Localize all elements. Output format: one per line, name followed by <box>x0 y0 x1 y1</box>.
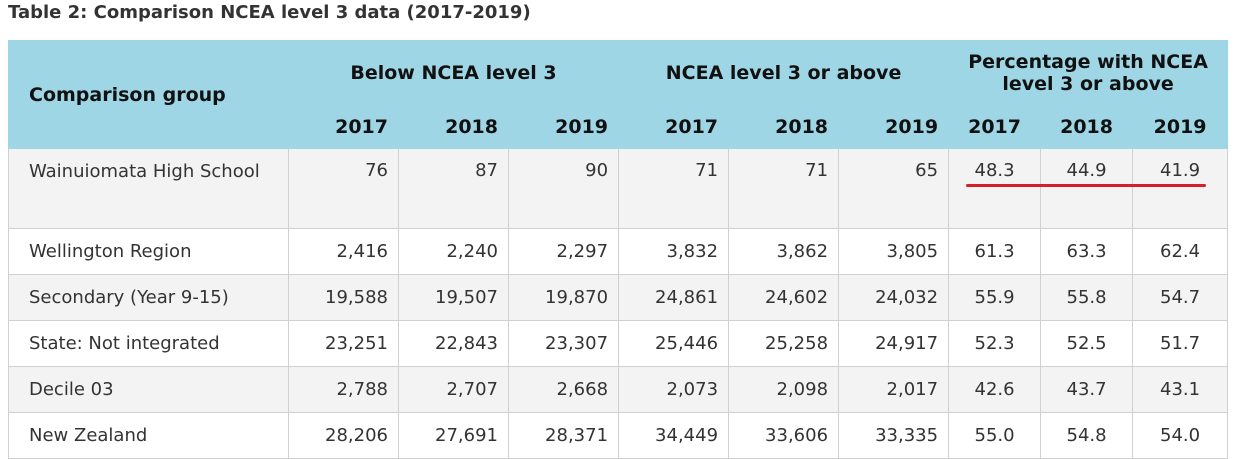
pct-cell: 52.5 <box>1040 320 1134 367</box>
above-cell: 24,602 <box>728 274 840 321</box>
below-cell: 2,707 <box>398 366 509 413</box>
pct-cell: 63.3 <box>1040 228 1134 275</box>
above-cell: 3,832 <box>618 228 730 275</box>
above-cell: 3,805 <box>838 228 950 275</box>
table-caption: Table 2: Comparison NCEA level 3 data (2… <box>8 2 531 23</box>
row-name: State: Not integrated <box>8 320 289 367</box>
above-cell: 71 <box>618 148 730 229</box>
pct-cell: 55.9 <box>948 274 1042 321</box>
above-cell: 25,258 <box>728 320 840 367</box>
above-cell: 24,861 <box>618 274 730 321</box>
below-cell: 90 <box>507 148 620 229</box>
table-row: State: Not integrated 23,251 22,843 23,3… <box>8 320 1229 367</box>
table-header: Comparison group Below NCEA level 3 NCEA… <box>8 40 1229 149</box>
below-cell: 19,588 <box>288 274 399 321</box>
pct-cell: 52.3 <box>948 320 1042 367</box>
pct-cell: 55.0 <box>948 412 1042 459</box>
pct-cell: 62.4 <box>1132 228 1229 275</box>
pct-cell: 55.8 <box>1040 274 1134 321</box>
pct-cell: 54.8 <box>1040 412 1134 459</box>
above-cell: 65 <box>838 148 950 229</box>
below-cell: 2,788 <box>288 366 399 413</box>
row-name: Secondary (Year 9-15) <box>8 274 289 321</box>
header-percentage-ncea3: Percentage with NCEA level 3 or above <box>948 40 1229 106</box>
table-row: Wainuiomata High School 76 87 90 71 71 6… <box>8 148 1229 229</box>
header-year: 2019 <box>507 105 620 149</box>
below-cell: 27,691 <box>398 412 509 459</box>
below-cell: 19,870 <box>507 274 620 321</box>
pct-cell: 51.7 <box>1132 320 1229 367</box>
pct-cell: 41.9 <box>1132 148 1229 229</box>
row-name: New Zealand <box>8 412 289 459</box>
below-cell: 2,668 <box>507 366 620 413</box>
header-year: 2019 <box>1132 105 1229 149</box>
below-cell: 2,297 <box>507 228 620 275</box>
below-cell: 23,251 <box>288 320 399 367</box>
header-year: 2017 <box>288 105 399 149</box>
below-cell: 87 <box>398 148 509 229</box>
below-cell: 2,240 <box>398 228 509 275</box>
row-name: Wellington Region <box>8 228 289 275</box>
table-body: Wainuiomata High School 76 87 90 71 71 6… <box>8 148 1229 459</box>
below-cell: 19,507 <box>398 274 509 321</box>
above-cell: 2,098 <box>728 366 840 413</box>
row-name: Decile 03 <box>8 366 289 413</box>
red-underline-annotation <box>966 184 1206 187</box>
above-cell: 2,017 <box>838 366 950 413</box>
pct-cell: 48.3 <box>948 148 1042 229</box>
table-row: Decile 03 2,788 2,707 2,668 2,073 2,098 … <box>8 366 1229 413</box>
ncea-table-container: Comparison group Below NCEA level 3 NCEA… <box>8 40 1229 459</box>
row-name: Wainuiomata High School <box>8 148 289 229</box>
below-cell: 28,206 <box>288 412 399 459</box>
pct-cell: 43.1 <box>1132 366 1229 413</box>
below-cell: 28,371 <box>507 412 620 459</box>
header-year: 2019 <box>838 105 950 149</box>
pct-cell: 42.6 <box>948 366 1042 413</box>
above-cell: 24,917 <box>838 320 950 367</box>
header-year: 2018 <box>398 105 509 149</box>
below-cell: 2,416 <box>288 228 399 275</box>
header-year: 2018 <box>728 105 840 149</box>
header-year: 2017 <box>948 105 1042 149</box>
header-below-ncea3: Below NCEA level 3 <box>287 40 620 106</box>
below-cell: 76 <box>288 148 399 229</box>
table-row: Secondary (Year 9-15) 19,588 19,507 19,8… <box>8 274 1229 321</box>
ncea-comparison-table: Comparison group Below NCEA level 3 NCEA… <box>8 40 1229 459</box>
pct-cell: 61.3 <box>948 228 1042 275</box>
header-comparison-group: Comparison group <box>8 40 289 149</box>
above-cell: 3,862 <box>728 228 840 275</box>
table-row: New Zealand 28,206 27,691 28,371 34,449 … <box>8 412 1229 459</box>
header-year: 2018 <box>1040 105 1134 149</box>
below-cell: 23,307 <box>507 320 620 367</box>
above-cell: 71 <box>728 148 840 229</box>
pct-cell: 44.9 <box>1040 148 1134 229</box>
header-year: 2017 <box>618 105 730 149</box>
above-cell: 34,449 <box>618 412 730 459</box>
header-ncea3-or-above: NCEA level 3 or above <box>618 40 950 106</box>
pct-cell: 54.7 <box>1132 274 1229 321</box>
above-cell: 24,032 <box>838 274 950 321</box>
above-cell: 2,073 <box>618 366 730 413</box>
table-row: Wellington Region 2,416 2,240 2,297 3,83… <box>8 228 1229 275</box>
above-cell: 33,606 <box>728 412 840 459</box>
pct-cell: 54.0 <box>1132 412 1229 459</box>
pct-cell: 43.7 <box>1040 366 1134 413</box>
above-cell: 33,335 <box>838 412 950 459</box>
above-cell: 25,446 <box>618 320 730 367</box>
below-cell: 22,843 <box>398 320 509 367</box>
